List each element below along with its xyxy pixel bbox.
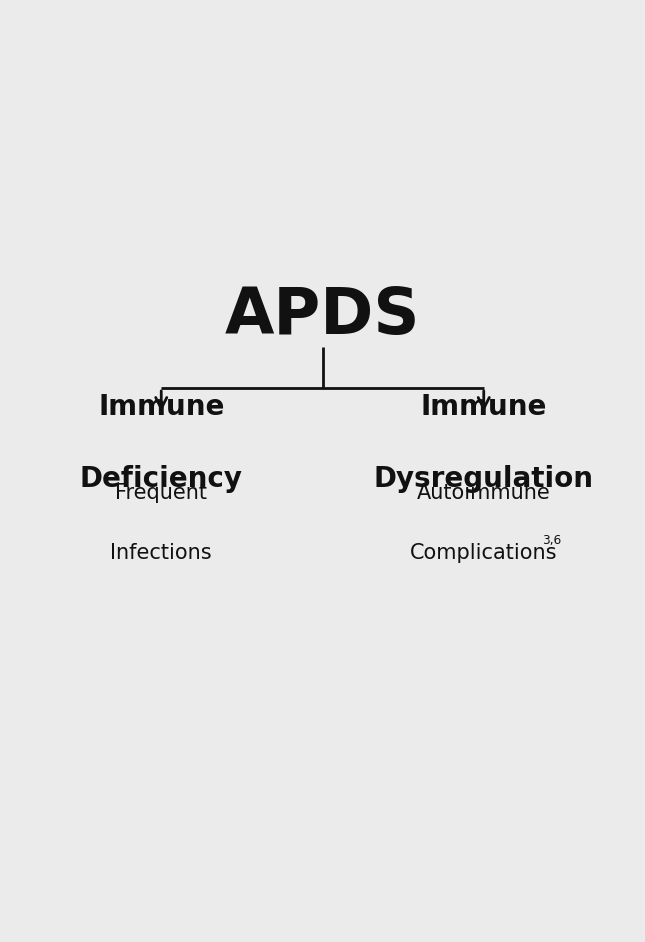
Text: 3,6: 3,6 — [542, 534, 561, 547]
Text: Dysregulation: Dysregulation — [373, 464, 594, 493]
Text: Frequent: Frequent — [115, 482, 207, 503]
Text: Complications: Complications — [410, 543, 557, 563]
Text: Infections: Infections — [110, 543, 212, 563]
Text: Deficiency: Deficiency — [80, 464, 243, 493]
Text: Immune: Immune — [98, 393, 224, 421]
Text: APDS: APDS — [225, 284, 420, 347]
Text: Autoimmune: Autoimmune — [417, 482, 551, 503]
Text: Immune: Immune — [421, 393, 547, 421]
